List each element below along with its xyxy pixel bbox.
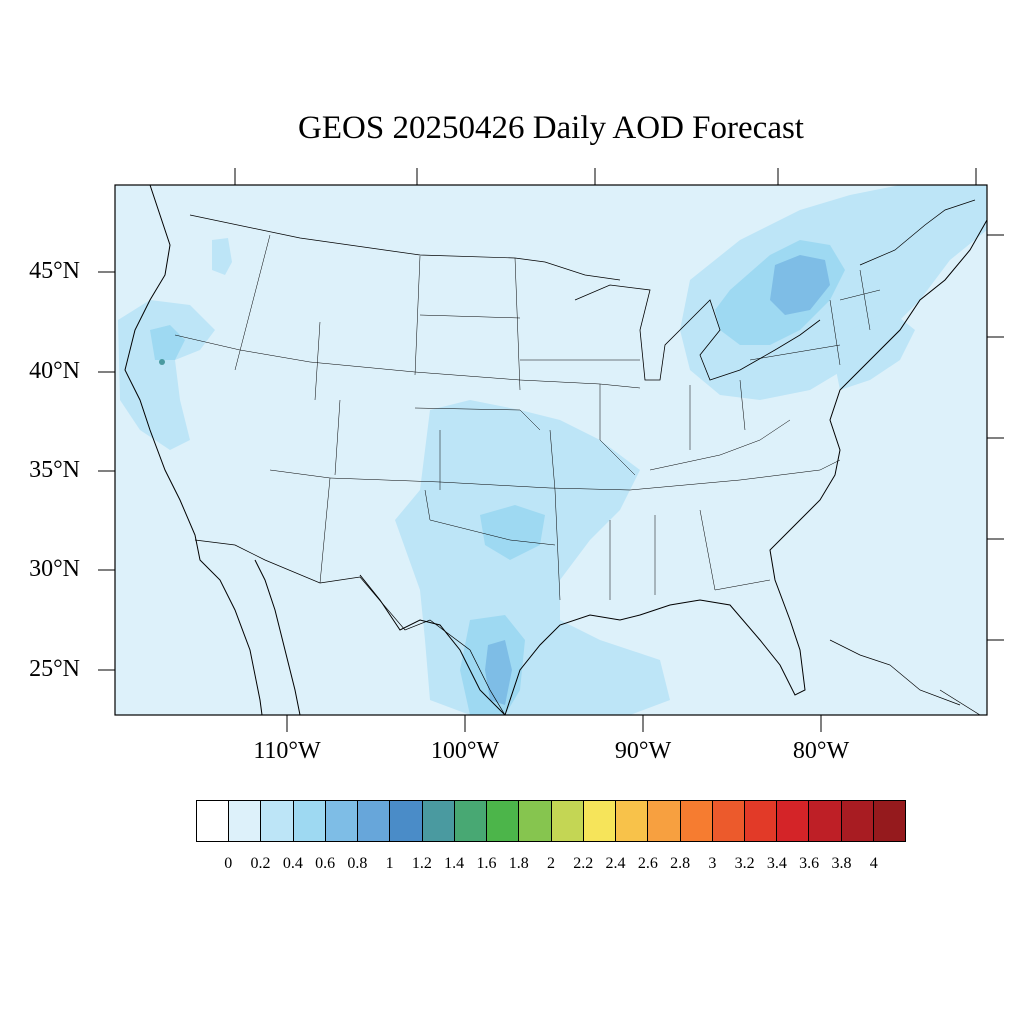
- color-scale-swatch: [583, 801, 617, 841]
- aod-plume-west-light: [118, 300, 215, 450]
- lon-label-80w: 80°W: [792, 738, 850, 764]
- lat-label-40: 40°N: [29, 358, 80, 384]
- color-scale-swatch: [325, 801, 359, 841]
- color-scale-label: 3.6: [799, 855, 820, 872]
- map-boundaries: [124, 185, 987, 715]
- caribbean-islands: [829, 639, 981, 715]
- color-scale-swatch: [680, 801, 713, 841]
- color-scale-swatch: [777, 801, 810, 841]
- coastline: [124, 185, 987, 715]
- color-scale-label: 2.4: [605, 855, 626, 872]
- color-scale-swatch: [422, 801, 455, 841]
- color-scale-swatch: [648, 801, 681, 841]
- map-frame: [114, 184, 988, 716]
- color-scale-label: 1: [385, 855, 394, 872]
- color-scale-bar: [196, 800, 906, 842]
- state-lines: [174, 234, 881, 601]
- color-scale-label: 1.6: [476, 855, 497, 872]
- color-scale-swatch: [519, 801, 552, 841]
- aod-plume-west-mid: [150, 325, 185, 360]
- aod-plume-northeast-dark: [770, 255, 830, 315]
- aod-plume-coast: [835, 310, 915, 390]
- lat-label-30: 30°N: [29, 556, 80, 582]
- color-scale-swatch: [454, 801, 488, 841]
- color-scale-swatch: [197, 801, 230, 841]
- lat-label-25: 25°N: [29, 656, 80, 682]
- lon-label-90w: 90°W: [614, 738, 672, 764]
- color-scale-label: 4: [869, 855, 878, 872]
- color-scale-label: 2: [547, 855, 555, 872]
- color-scale-labels: 0 0.2 0.4 0.6 0.8 1 1.2 1.4 1.6 1.8 2 2.2 2.4 2.6 2.8 3…: [196, 855, 906, 879]
- aod-plume-idaho: [212, 238, 232, 275]
- map-ticks: [98, 168, 1004, 732]
- color-scale-swatch: [390, 801, 423, 841]
- color-scale-swatch: [873, 801, 906, 841]
- aod-plume-central-light: [395, 400, 670, 715]
- color-scale-label: 2.6: [637, 855, 658, 872]
- lat-label-45: 45°N: [29, 258, 80, 284]
- color-scale-label: 0.8: [347, 855, 368, 872]
- color-scale-label: 0.6: [315, 855, 336, 872]
- mexico-border: [194, 539, 506, 715]
- color-scale-label: 0: [224, 855, 233, 872]
- color-scale-swatch: [261, 801, 294, 841]
- color-scale-label: 3.8: [831, 855, 852, 872]
- aod-fields: [118, 185, 987, 715]
- color-scale-swatch: [358, 801, 391, 841]
- color-scale-label: 2.8: [670, 855, 691, 872]
- color-scale-swatch: [487, 801, 520, 841]
- aod-hotspot: [159, 359, 165, 365]
- aod-plume-central-mid: [480, 505, 545, 560]
- lon-label-100w: 100°W: [430, 738, 500, 764]
- color-scale-label: 3: [708, 855, 717, 872]
- color-scale-label: 1.2: [411, 855, 432, 872]
- color-scale-swatch: [841, 801, 874, 841]
- color-scale-swatch: [744, 801, 778, 841]
- great-lakes: [574, 284, 821, 381]
- aod-plume-texas-dark: [485, 640, 512, 705]
- color-scale-swatch: [712, 801, 745, 841]
- color-scale-swatch: [293, 801, 326, 841]
- color-scale-label: 1.4: [444, 855, 465, 872]
- lat-label-35: 35°N: [29, 457, 80, 483]
- color-scale-label: 2.2: [573, 855, 594, 872]
- color-scale-label: 0.2: [250, 855, 271, 872]
- color-scale-label: 3.4: [766, 855, 787, 872]
- color-scale-label: 3.2: [734, 855, 755, 872]
- color-scale-swatch: [551, 801, 584, 841]
- lon-label-110w: 110°W: [253, 738, 321, 764]
- color-scale-swatch: [616, 801, 649, 841]
- map-title: GEOS 20250426 Daily AOD Forecast: [298, 110, 804, 146]
- color-scale-label: 1.8: [508, 855, 529, 872]
- color-scale-swatch: [229, 801, 262, 841]
- color-scale-swatch: [809, 801, 842, 841]
- color-scale-label: 0.4: [282, 855, 303, 872]
